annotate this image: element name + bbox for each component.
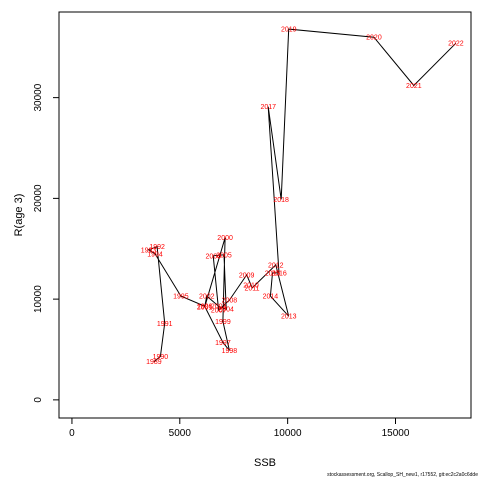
y-tick-label: 0 — [33, 397, 44, 403]
trajectory-line — [147, 28, 457, 362]
x-tick-label: 15000 — [382, 428, 410, 439]
year-label-1990: 1990 — [153, 354, 169, 361]
year-label-2008: 2008 — [222, 298, 238, 305]
y-tick-label: 30000 — [33, 83, 44, 111]
x-axis-title: SSB — [254, 457, 276, 469]
year-label-2018: 2018 — [273, 197, 289, 204]
x-tick-label: 0 — [69, 428, 75, 439]
year-label-1999: 1999 — [215, 319, 231, 326]
year-label-2009: 2009 — [239, 272, 255, 279]
year-label-2012: 2012 — [268, 262, 284, 269]
source-footer: stockassessment.org, Scallop_SH_new1, r1… — [327, 472, 478, 478]
year-label-2019: 2019 — [281, 27, 297, 34]
year-label-2016: 2016 — [271, 270, 287, 277]
year-label-1997: 1997 — [215, 340, 231, 347]
year-label-2022: 2022 — [448, 41, 464, 48]
plot-frame — [58, 11, 472, 419]
year-label-2003: 2003 — [211, 304, 227, 311]
year-label-2021: 2021 — [406, 83, 422, 90]
y-tick-label: 10000 — [33, 285, 44, 313]
x-axis: 0 5000 10000 15000 — [69, 417, 410, 439]
year-label-2010: 2010 — [243, 283, 259, 290]
year-label-2006: 2006 — [205, 253, 221, 260]
year-label-2011: 2011 — [245, 286, 260, 293]
year-label-1991: 1991 — [157, 321, 173, 328]
year-label-2014: 2014 — [263, 294, 279, 301]
x-tick-label: 10000 — [274, 428, 302, 439]
year-label-1993: 1993 — [141, 247, 157, 254]
year-label-1992: 1992 — [149, 244, 165, 251]
y-axis-title: R(age 3) — [13, 194, 25, 237]
year-label-1989: 1989 — [146, 359, 162, 366]
year-label-2007: 2007 — [211, 308, 227, 315]
year-label-2001: 2001 — [197, 305, 213, 312]
year-label-2005: 2005 — [216, 252, 232, 259]
year-label-1995: 1995 — [173, 294, 189, 301]
year-label-2015: 2015 — [265, 270, 281, 277]
year-label-1998: 1998 — [222, 348, 238, 355]
year-label-2013: 2013 — [281, 314, 297, 321]
year-label-2000: 2000 — [217, 235, 233, 242]
y-axis: 0 10000 20000 30000 — [33, 83, 60, 403]
year-label-2004: 2004 — [218, 307, 234, 314]
year-label-1996: 1996 — [197, 304, 213, 311]
x-tick-label: 5000 — [169, 428, 192, 439]
year-label-2002: 2002 — [199, 294, 215, 301]
year-label-2017: 2017 — [260, 104, 276, 111]
year-label-1994: 1994 — [147, 251, 163, 258]
year-label-2020: 2020 — [366, 35, 382, 42]
y-tick-label: 20000 — [33, 184, 44, 212]
